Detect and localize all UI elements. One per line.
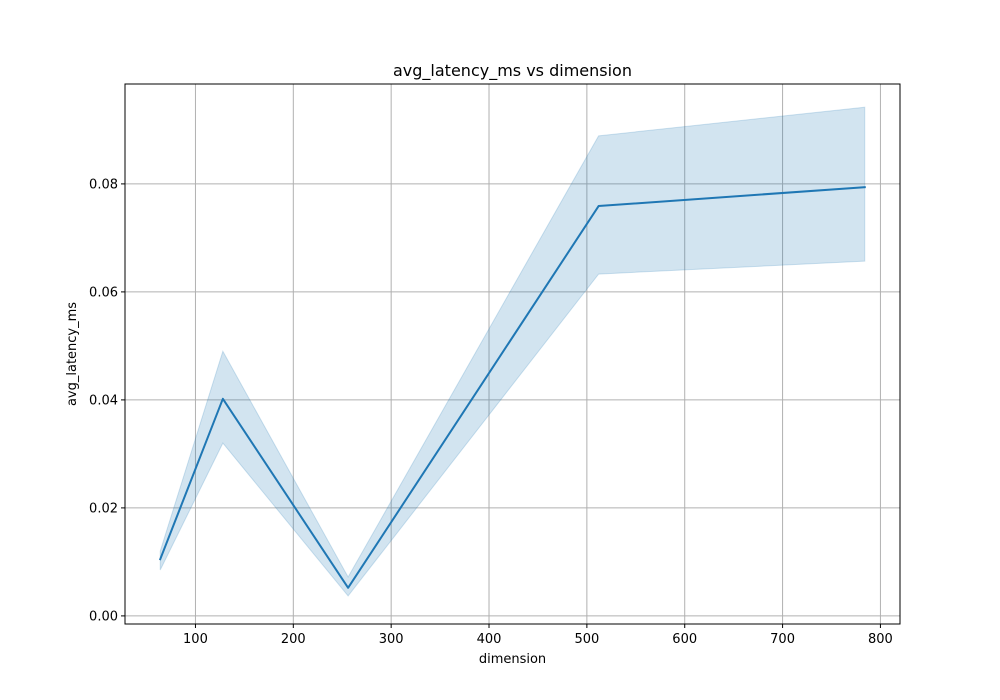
y-tick-label: 0.02 (89, 501, 118, 516)
series-line-layer (158, 186, 866, 589)
confidence-band (159, 106, 866, 597)
chart-title: avg_latency_ms vs dimension (393, 61, 632, 81)
plot-frame (124, 83, 901, 625)
grid-lines (125, 84, 900, 624)
y-tick-label: 0.08 (89, 177, 118, 192)
y-tick-label: 0.00 (89, 609, 118, 624)
x-tick-label: 700 (770, 632, 795, 647)
x-tick-label: 800 (868, 632, 893, 647)
x-tick-label: 300 (379, 632, 404, 647)
x-axis-label: dimension (479, 652, 546, 667)
confidence-band-layer (159, 106, 866, 597)
x-axis-ticks: 100 200 300 400 500 600 700 800 (183, 624, 893, 647)
y-axis-label: avg_latency_ms (65, 302, 80, 406)
x-tick-label: 200 (281, 632, 306, 647)
x-tick-label: 400 (477, 632, 502, 647)
y-tick-label: 0.04 (89, 393, 118, 408)
x-tick-label: 500 (574, 632, 599, 647)
y-tick-label: 0.06 (89, 285, 118, 300)
y-axis-ticks: 0.00 0.02 0.04 0.06 0.08 (89, 177, 125, 624)
x-tick-label: 600 (672, 632, 697, 647)
x-tick-label: 100 (183, 632, 208, 647)
